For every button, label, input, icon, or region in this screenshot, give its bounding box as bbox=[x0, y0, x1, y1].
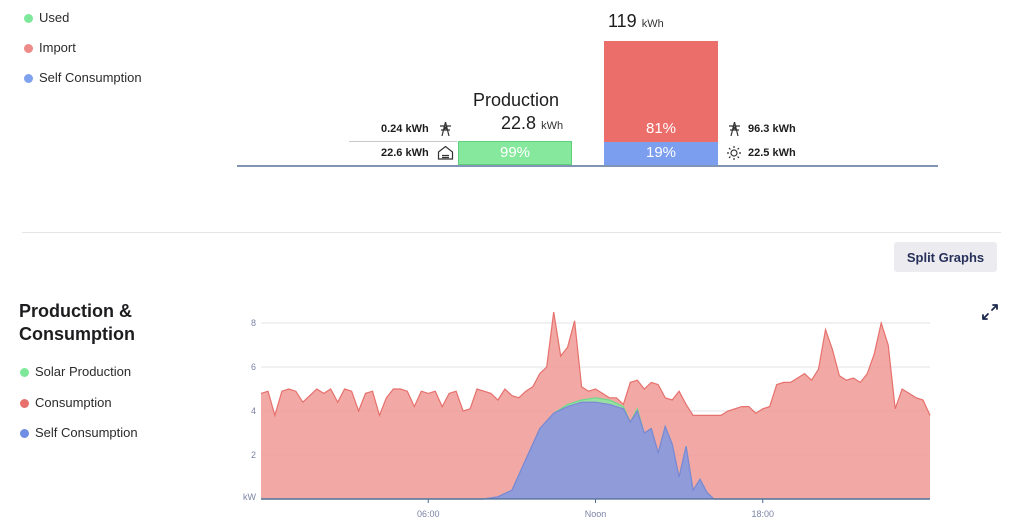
right-self-value: 22.5 kWh bbox=[748, 147, 796, 159]
legend-label-self-consumption: Self Consumption bbox=[39, 70, 142, 85]
y-tick-label-2: 2 bbox=[251, 450, 256, 460]
sun-icon bbox=[726, 145, 742, 166]
y-axis-unit: kW bbox=[243, 492, 257, 502]
production-value: 22.8 bbox=[501, 113, 537, 133]
expand-icon[interactable] bbox=[980, 302, 1000, 322]
used-dot bbox=[24, 14, 33, 24]
right-import-value: 96.3 kWh bbox=[748, 123, 796, 135]
consumption-dot bbox=[20, 399, 29, 409]
x-tick-label-12: Noon bbox=[585, 509, 607, 519]
import-percentage: 81% bbox=[645, 120, 677, 137]
line-self-consumption bbox=[261, 401, 930, 500]
production-unit: kWh bbox=[541, 120, 564, 132]
production-title: Production bbox=[473, 90, 560, 110]
graph-title-line2: Consumption bbox=[19, 324, 135, 344]
home-icon bbox=[437, 145, 454, 165]
solar-production-dot bbox=[20, 368, 29, 378]
graph-title-line1: Production & bbox=[19, 301, 132, 321]
y-tick-label-4: 4 bbox=[251, 406, 256, 416]
summary-baseline bbox=[237, 165, 938, 167]
left-import-value: 0.24 kWh bbox=[381, 123, 429, 135]
consumption-total: 119 kWh bbox=[608, 11, 664, 32]
legend-label-used: Used bbox=[39, 10, 70, 25]
area-self-consumption bbox=[261, 402, 930, 499]
pylon-icon-right bbox=[727, 121, 742, 142]
used-percentage: 99% bbox=[499, 144, 531, 161]
graph-legend-solar-production: Solar Production bbox=[20, 364, 131, 379]
import-bar: 81% bbox=[604, 41, 718, 142]
self-consumption-bar: 19% bbox=[604, 142, 718, 166]
left-divider bbox=[349, 141, 457, 142]
legend-item-used: Used bbox=[24, 10, 69, 25]
pylon-icon bbox=[438, 121, 453, 142]
graph-legend-label-solar: Solar Production bbox=[35, 364, 132, 379]
x-tick-label-18: 18:00 bbox=[751, 509, 774, 519]
section-divider bbox=[22, 232, 1001, 233]
self-consumption-percentage: 19% bbox=[645, 144, 677, 161]
legend-item-self-consumption: Self Consumption bbox=[24, 70, 142, 85]
graph-legend-consumption: Consumption bbox=[20, 395, 112, 410]
y-tick-label-8: 8 bbox=[251, 318, 256, 328]
line-consumption bbox=[260, 312, 931, 418]
self-consumption-dot bbox=[24, 74, 33, 84]
legend-item-import: Import bbox=[24, 40, 76, 55]
graph-title: Production & Consumption bbox=[19, 300, 135, 346]
production-total: 22.8 kWh bbox=[501, 113, 563, 134]
import-dot bbox=[24, 44, 33, 54]
consumption-unit: kWh bbox=[641, 18, 664, 30]
production-consumption-chart: 2 4 6 8 kW 06:00 Noon 18:00 bbox=[243, 312, 931, 519]
graph-legend-self-consumption: Self Consumption bbox=[20, 425, 138, 440]
left-used-value: 22.6 kWh bbox=[381, 147, 429, 159]
x-tick-label-6: 06:00 bbox=[417, 509, 440, 519]
graph-legend-label-self: Self Consumption bbox=[35, 425, 138, 440]
split-graphs-button[interactable]: Split Graphs bbox=[894, 242, 997, 272]
y-tick-label-6: 6 bbox=[251, 362, 256, 372]
consumption-value: 119 bbox=[608, 11, 637, 31]
graph-legend-label-consumption: Consumption bbox=[35, 395, 112, 410]
used-bar: 99% bbox=[458, 141, 572, 165]
legend-label-import: Import bbox=[39, 40, 76, 55]
self-consumption-graph-dot bbox=[20, 429, 29, 439]
